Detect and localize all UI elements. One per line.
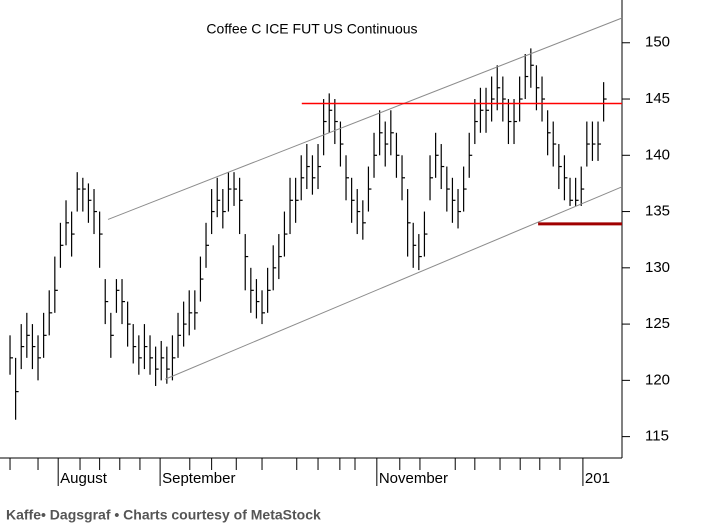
y-tick-label: 115 xyxy=(645,428,669,445)
trend-line xyxy=(107,17,623,220)
trend-line xyxy=(164,186,623,380)
x-tick-label: September xyxy=(162,470,235,487)
y-tick-label: 140 xyxy=(645,146,670,163)
x-tick-label: 201 xyxy=(585,470,610,487)
x-tick-label: November xyxy=(379,470,448,487)
x-tick-label: August xyxy=(60,470,108,487)
y-tick-label: 125 xyxy=(645,315,670,332)
y-tick-label: 145 xyxy=(645,90,670,107)
y-tick-label: 120 xyxy=(645,371,670,388)
chart-title: Coffee C ICE FUT US Continuous xyxy=(206,21,417,37)
footer: Kaffe• Dagsgraf • Charts courtesy of Met… xyxy=(6,507,321,523)
y-tick-label: 150 xyxy=(645,34,670,51)
y-tick-label: 130 xyxy=(645,259,670,276)
y-tick-label: 135 xyxy=(645,203,670,220)
